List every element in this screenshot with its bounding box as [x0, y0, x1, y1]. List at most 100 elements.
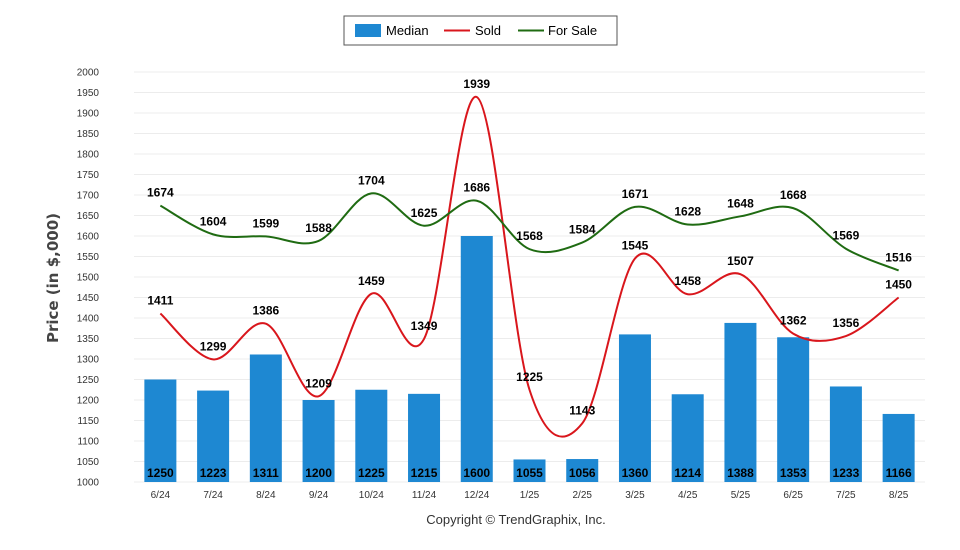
y-tick-label: 1450	[77, 293, 100, 304]
y-tick-label: 1250	[77, 375, 100, 386]
x-tick-label: 4/25	[678, 490, 698, 501]
x-tick-label: 1/25	[520, 490, 540, 501]
y-tick-label: 1600	[77, 232, 100, 243]
sold-point-label: 1143	[569, 403, 595, 417]
median-bar-label: 1223	[200, 466, 227, 480]
median-bar	[618, 334, 651, 482]
for-sale-point-label: 1568	[516, 229, 543, 243]
for-sale-point-label: 1671	[622, 187, 649, 201]
x-tick-label: 8/25	[889, 490, 909, 501]
median-bar-label: 1353	[780, 466, 807, 480]
sold-point-label: 1225	[516, 370, 543, 384]
median-bar	[460, 236, 493, 482]
y-tick-label: 1200	[77, 396, 100, 407]
y-tick-label: 1700	[77, 191, 100, 202]
y-tick-label: 1400	[77, 314, 100, 325]
y-tick-label: 1500	[77, 273, 100, 284]
for-sale-point-label: 1704	[358, 173, 385, 187]
y-tick-label: 1800	[77, 150, 100, 161]
y-tick-label: 1650	[77, 211, 100, 222]
for-sale-point-label: 1604	[200, 214, 227, 228]
sold-point-label: 1411	[147, 293, 173, 307]
sold-point-label: 1356	[833, 316, 860, 330]
copyright-text: Copyright © TrendGraphix, Inc.	[426, 512, 605, 527]
x-tick-label: 11/24	[412, 490, 437, 501]
median-bar-label: 1166	[886, 466, 912, 480]
x-tick-label: 3/25	[625, 490, 645, 501]
median-bar	[197, 390, 230, 482]
sold-point-label: 1349	[411, 319, 438, 333]
legend-for-sale-label: For Sale	[548, 23, 597, 38]
series-lines	[159, 95, 900, 438]
for-sale-point-label: 1628	[674, 205, 701, 219]
median-bars	[144, 236, 915, 482]
x-tick-label: 9/24	[309, 490, 329, 501]
sold-point-label: 1458	[674, 274, 701, 288]
sold-point-label: 1450	[885, 278, 912, 292]
y-tick-label: 1000	[77, 478, 100, 489]
y-axis-ticks: 1000 1050 1100 1150 1200 1250 1300 1350 1400 1450…	[77, 68, 100, 489]
legend-median-label: Median	[386, 23, 429, 38]
median-bar-label: 1388	[727, 466, 754, 480]
median-bar-label: 1600	[463, 466, 490, 480]
median-bar	[302, 400, 335, 482]
y-tick-label: 2000	[77, 68, 100, 79]
x-axis-ticks: 6/24 7/24 8/24 9/24 10/24 11/24 12/24 1/25 2/25 3…	[151, 490, 909, 501]
y-tick-label: 1950	[77, 88, 100, 99]
median-bar	[144, 379, 177, 482]
for-sale-point-label: 1569	[833, 229, 860, 243]
for-sale-point-label: 1625	[411, 206, 438, 220]
x-tick-label: 6/25	[783, 490, 803, 501]
legend: Median Sold For Sale	[343, 15, 618, 46]
for-sale-point-label: 1668	[780, 188, 807, 202]
median-bar-label: 1250	[147, 466, 174, 480]
sold-point-label: 1299	[200, 339, 227, 353]
median-bar	[882, 413, 915, 482]
median-bar	[671, 394, 704, 482]
sold-point-label: 1459	[358, 274, 385, 288]
median-bar-label: 1056	[569, 466, 596, 480]
for-sale-line	[159, 192, 900, 272]
legend-box	[343, 15, 618, 46]
sold-point-label: 1362	[780, 314, 807, 328]
median-bar-label: 1200	[305, 466, 332, 480]
x-tick-label: 7/24	[203, 490, 223, 501]
y-tick-label: 1100	[77, 437, 99, 448]
for-sale-point-label: 1516	[885, 250, 912, 264]
legend-median-swatch	[355, 24, 381, 37]
median-bar-label: 1225	[358, 466, 385, 480]
data-labels: 1250 1223 1311 1200 1225 1215 1600 1055 1056 1360…	[147, 77, 912, 480]
y-tick-label: 1350	[77, 334, 100, 345]
x-tick-label: 8/24	[256, 490, 276, 501]
legend-sold-label: Sold	[475, 23, 501, 38]
median-bar-label: 1214	[674, 466, 701, 480]
y-tick-label: 1750	[77, 170, 100, 181]
y-axis-label: Price (in $,000)	[44, 213, 62, 343]
sold-point-label: 1507	[727, 254, 754, 268]
sold-point-label: 1939	[463, 77, 490, 91]
median-bar-label: 1055	[516, 466, 543, 480]
y-tick-label: 1150	[77, 416, 99, 427]
sold-point-label: 1209	[305, 376, 332, 390]
x-tick-label: 12/24	[464, 490, 489, 501]
x-tick-label: 6/24	[151, 490, 171, 501]
median-bar	[829, 386, 862, 482]
median-bar	[566, 459, 599, 482]
x-tick-label: 10/24	[359, 490, 384, 501]
sold-line	[159, 95, 900, 438]
median-bar	[724, 322, 757, 482]
x-tick-label: 5/25	[731, 490, 751, 501]
y-tick-label: 1900	[77, 109, 100, 120]
for-sale-point-label: 1599	[252, 216, 279, 230]
for-sale-point-label: 1584	[569, 223, 596, 237]
y-tick-label: 1850	[77, 129, 100, 140]
x-tick-label: 2/25	[572, 490, 592, 501]
sold-point-label: 1386	[252, 304, 279, 318]
median-bar	[408, 393, 441, 482]
x-tick-label: 7/25	[836, 490, 856, 501]
sold-point-label: 1545	[622, 239, 649, 253]
median-bar-label: 1311	[253, 466, 279, 480]
median-bar	[777, 337, 810, 482]
median-bar-label: 1233	[833, 466, 860, 480]
